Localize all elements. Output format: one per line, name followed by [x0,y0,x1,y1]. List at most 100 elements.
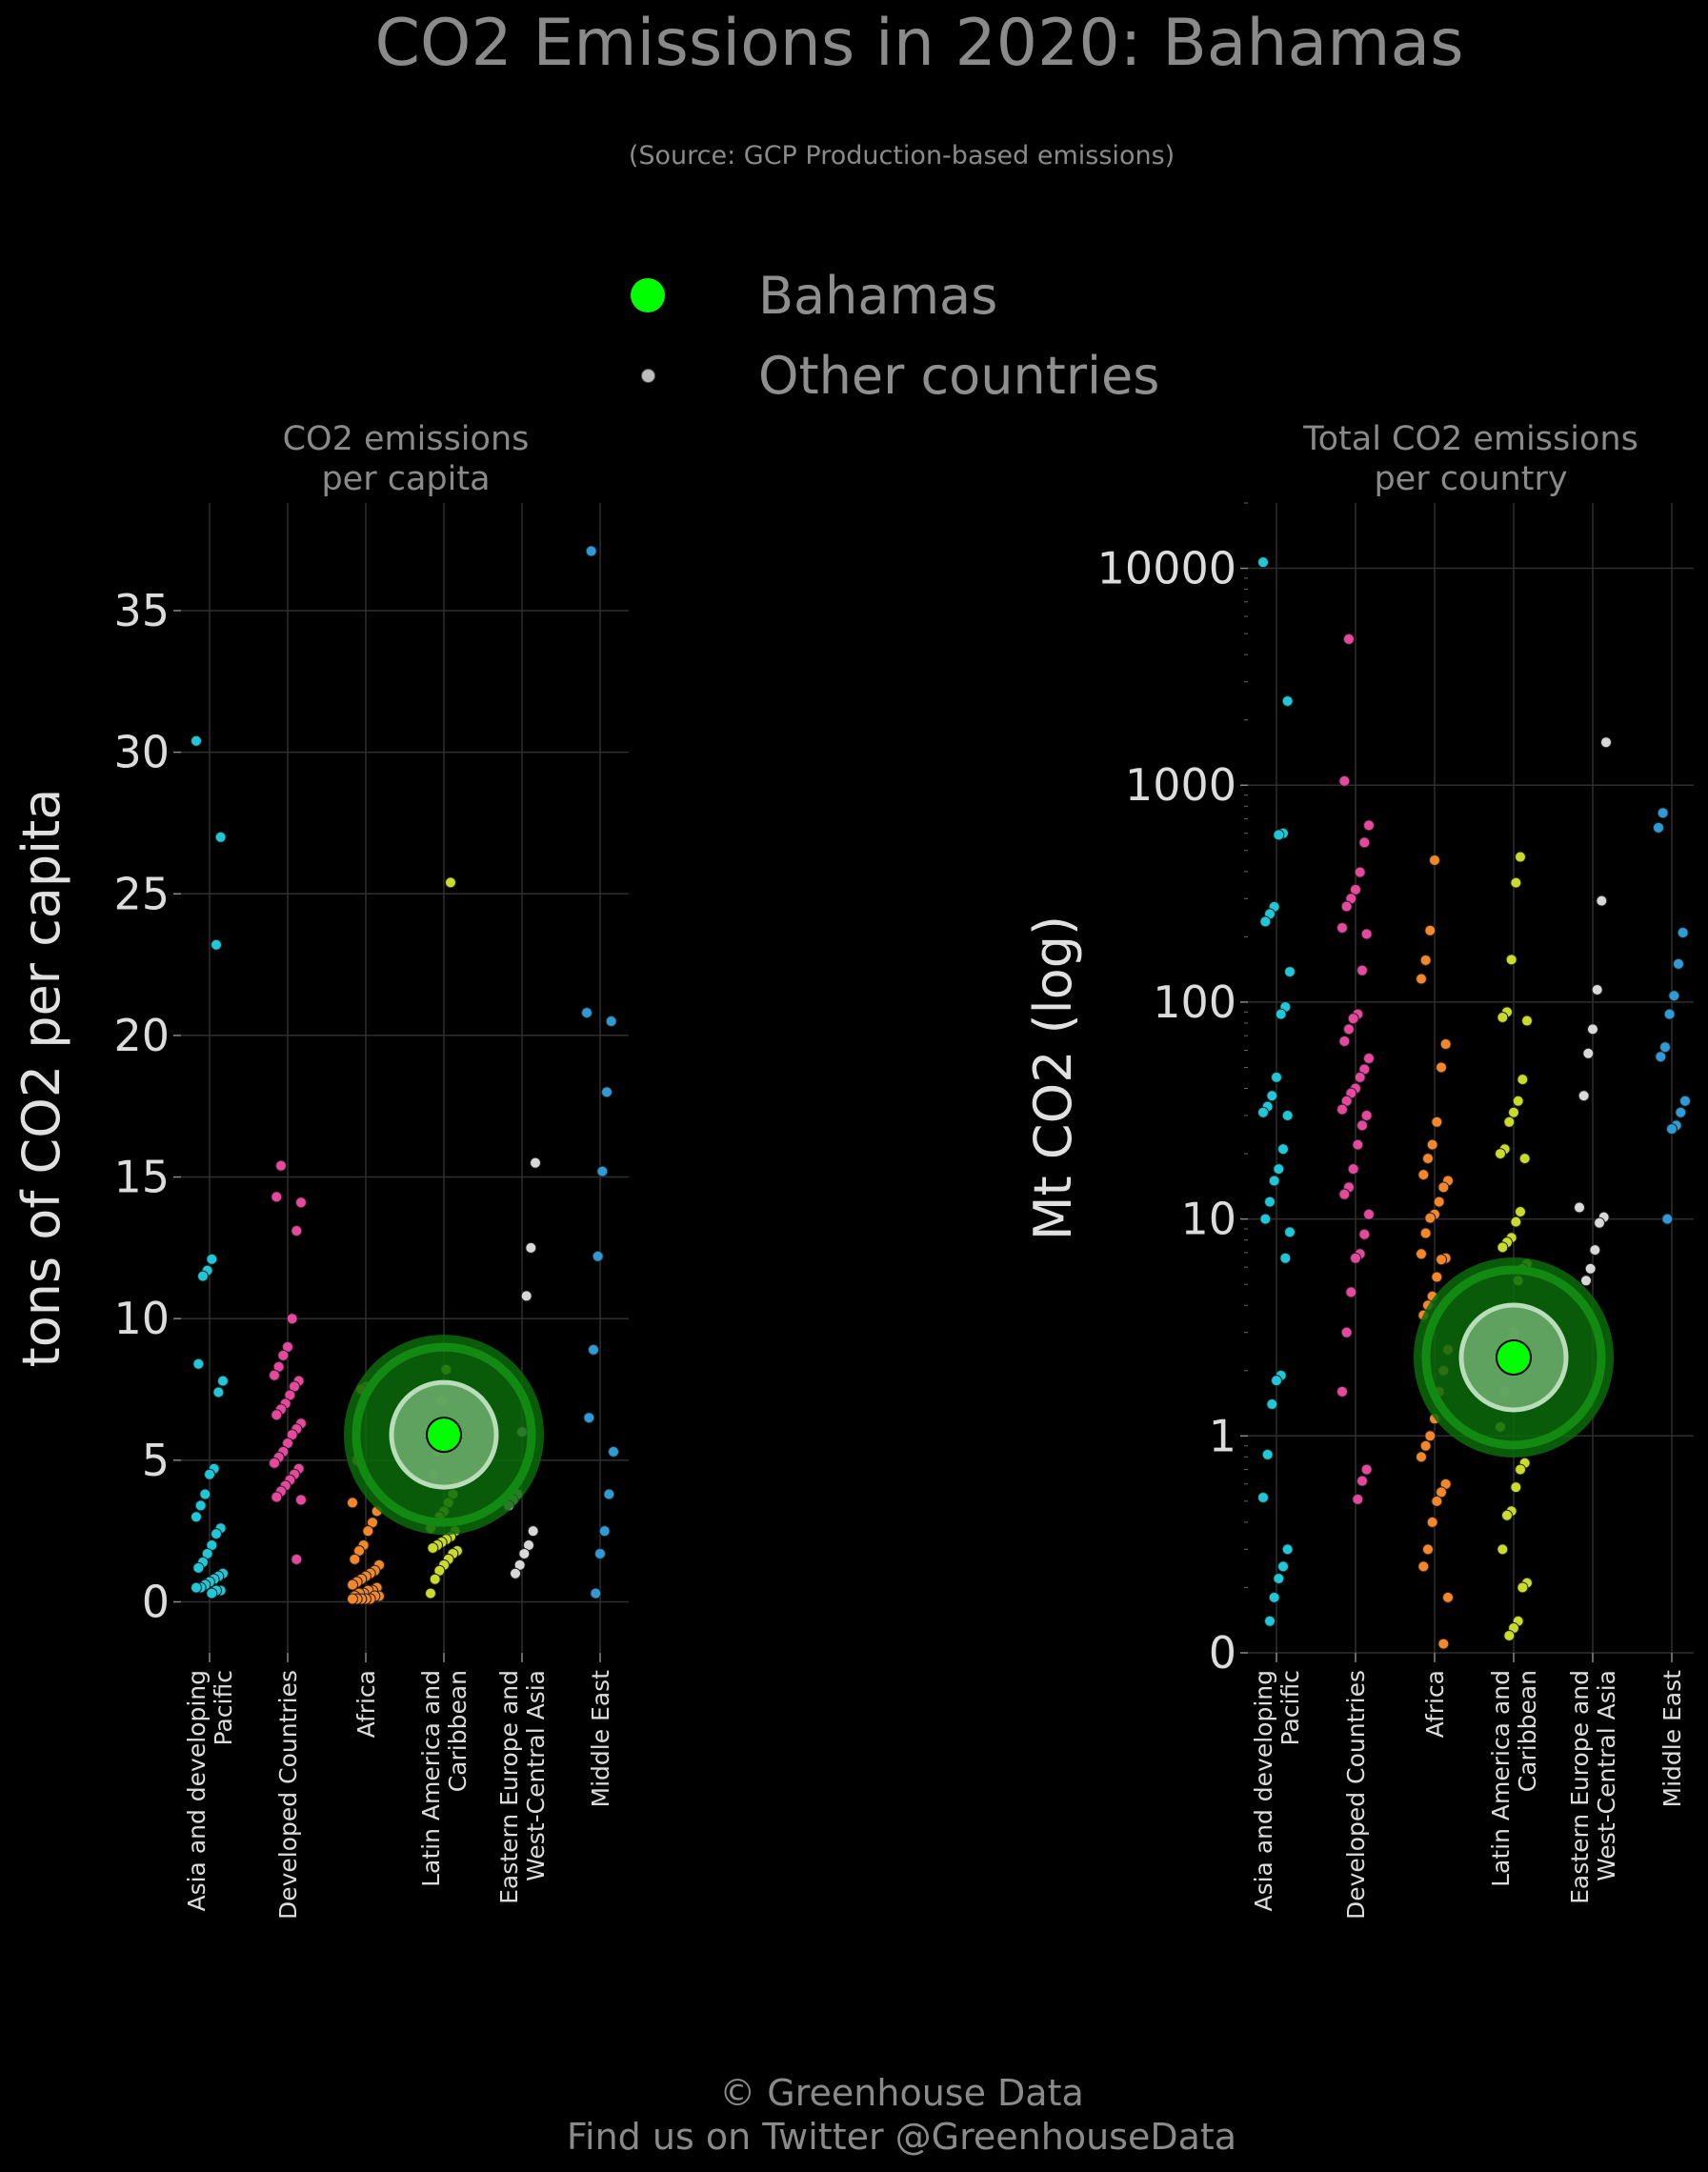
data-point [1360,928,1373,940]
data-point [1424,924,1437,936]
data-point [1515,851,1526,863]
legend-others-marker [640,368,655,383]
y-tick-label: 0 [1209,1627,1236,1679]
data-point [211,1528,222,1540]
data-point [1271,1071,1282,1083]
data-point [1345,1286,1357,1298]
data-point [197,1270,209,1282]
data-point [1512,1095,1524,1107]
data-point [192,1358,205,1370]
x-tick-label: Middle East [587,1670,614,1808]
data-point [349,1553,361,1565]
data-point [191,734,202,747]
data-point [594,1547,606,1559]
data-point [269,1369,280,1381]
data-point [425,1587,436,1599]
data-point [1281,694,1294,707]
data-point [1340,900,1353,913]
data-point [1508,1106,1519,1118]
legend-item-highlight: Bahamas [610,255,1159,335]
panel-title-line: CO2 emissions [283,420,530,458]
data-point [199,1488,211,1500]
data-point [1273,1163,1285,1176]
data-point [1281,1543,1294,1556]
data-point [347,1579,358,1591]
data-point [1343,1023,1355,1036]
x-tick-label: Middle East [1658,1670,1686,1808]
data-point [1574,1201,1585,1214]
highlight-halo-ring [1421,1265,1606,1450]
data-point [1497,1543,1509,1556]
x-tick-label: Developed Countries [274,1670,302,1920]
data-point [1338,1188,1351,1200]
data-point [1591,983,1603,996]
data-point [1580,1275,1592,1287]
legend-others-label: Other countries [758,345,1160,406]
data-point [1661,1213,1674,1225]
data-point [206,1587,218,1599]
data-point [1510,876,1522,889]
data-point [1279,1252,1292,1264]
data-point [1259,915,1272,928]
chart-subtitle: (Source: GCP Production-based emissions) [628,141,1176,171]
x-tick-label: Pacific [210,1670,237,1745]
highlight-point [1496,1338,1532,1376]
data-point [1281,1109,1294,1121]
y-tick-label: 30 [113,727,170,778]
data-point [1363,1208,1375,1220]
legend-item-others: Other countries [610,335,1159,415]
data-point [510,1567,521,1579]
data-point [1517,1074,1529,1086]
data-point [1510,1481,1522,1494]
data-point [605,1016,617,1028]
data-point [1515,1206,1526,1218]
data-point [1336,921,1348,934]
data-point [427,1542,439,1555]
data-point [1257,556,1269,569]
data-point [1257,1106,1269,1118]
y-tick-label: 10000 [1097,543,1236,594]
y-tick-label: 25 [113,868,170,919]
y-tick-label: 35 [113,585,170,636]
data-point [1273,829,1285,841]
data-point [1666,1123,1678,1136]
data-point [1268,1591,1280,1603]
data-point [1503,1629,1516,1641]
legend-highlight-label: Bahamas [758,265,998,326]
data-point [1663,1008,1676,1020]
y-tick-label: 1000 [1125,759,1236,811]
data-point [1426,1138,1438,1151]
x-tick-label: Eastern Europe and [495,1670,523,1904]
data-point [1442,1591,1454,1603]
y-tick-label: 100 [1153,976,1236,1028]
data-point [1273,1573,1285,1585]
data-point [1354,866,1366,878]
data-point [286,1313,298,1325]
data-point [1679,1095,1691,1107]
data-point [1497,1011,1509,1023]
data-point [1419,954,1432,966]
data-point [204,1468,215,1480]
data-point [192,1561,205,1574]
highlight-point [426,1417,462,1454]
data-point [1264,1615,1276,1627]
data-point [1358,836,1371,849]
data-point [527,1525,539,1538]
data-point [1596,895,1608,907]
data-point [1436,1061,1447,1074]
y-tick-label: 5 [142,1435,170,1486]
data-point [1358,1228,1371,1240]
data-point [211,938,222,951]
data-point [1268,1175,1280,1187]
data-point [1347,1013,1359,1025]
data-point [1336,1103,1348,1116]
data-point [530,1156,541,1169]
data-point [1352,1493,1364,1505]
data-point [1277,1560,1289,1573]
data-point [1343,633,1355,645]
x-tick-label: Asia and developing [1250,1670,1277,1912]
data-point [1594,1217,1605,1229]
y-axis-label: tons of CO2 per capita [11,789,71,1368]
data-point [295,1494,307,1506]
